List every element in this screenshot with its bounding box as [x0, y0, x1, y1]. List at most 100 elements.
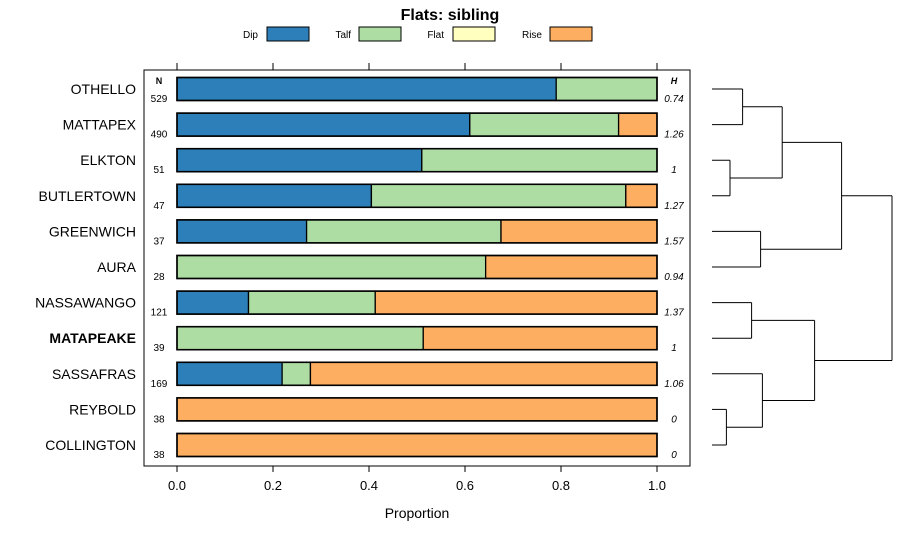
bar-matapeake-talf	[176, 326, 424, 351]
h-value-reybold: 0	[671, 414, 677, 425]
bar-nassawango-rise	[374, 290, 658, 315]
n-value-matapeake: 39	[153, 343, 165, 354]
bar-mattapex-talf	[469, 112, 620, 137]
bar-sassafras-rise	[309, 361, 658, 386]
category-label-othello: OTHELLO	[71, 81, 136, 97]
h-value-sassafras: 1.06	[664, 379, 684, 390]
row-mattapex: MATTAPEX 490 1.26	[63, 112, 684, 141]
bar-othello-dip	[176, 76, 557, 102]
bar-outline-reybold	[176, 397, 658, 422]
bar-collington-rise	[176, 432, 658, 458]
bar-mattapex-rise	[617, 112, 658, 137]
h-value-nassawango: 1.37	[664, 308, 684, 319]
n-value-sassafras: 169	[151, 379, 168, 390]
row-othello: OTHELLO 529 0.74	[71, 76, 684, 105]
category-label-elkton: ELKTON	[80, 152, 136, 168]
n-value-elkton: 51	[153, 165, 165, 176]
bar-sassafras-dip	[176, 361, 283, 386]
category-label-mattapex: MATTAPEX	[63, 117, 137, 133]
bar-outline-othello	[176, 76, 658, 102]
n-value-butlertown: 47	[153, 201, 165, 212]
legend-swatch-flat	[452, 26, 496, 42]
n-column-header: N	[156, 76, 163, 86]
panel-frame	[143, 69, 691, 467]
legend-label-dip: Dip	[243, 30, 258, 41]
bar-outline-nassawango	[176, 290, 658, 315]
x-axis: 0.0 0.2 0.4 0.6 0.8 1.0	[168, 63, 666, 493]
n-value-mattapex: 490	[151, 130, 168, 141]
bar-aura-talf	[176, 254, 487, 280]
h-value-elkton: 1	[671, 165, 677, 176]
category-label-reybold: REYBOLD	[69, 401, 136, 417]
bar-outline-butlertown	[176, 183, 658, 209]
bar-mattapex-dip	[176, 112, 471, 137]
dendrogram	[712, 88, 893, 446]
bar-outline-aura	[176, 254, 658, 280]
legend-swatch-dip	[266, 26, 310, 42]
bar-nassawango-dip	[176, 290, 250, 315]
category-label-collington: COLLINGTON	[45, 437, 136, 453]
x-tick-label-3: 0.6	[456, 478, 474, 493]
bar-elkton-talf	[421, 148, 658, 173]
n-value-nassawango: 121	[151, 308, 168, 319]
bar-outline-greenwich	[176, 219, 658, 244]
bar-greenwich-rise	[500, 219, 658, 244]
row-reybold: REYBOLD 38 0	[69, 397, 677, 425]
x-tick-label-4: 0.8	[552, 478, 570, 493]
row-matapeake: MATAPEAKE 39 1	[49, 325, 677, 354]
n-value-othello: 529	[151, 94, 168, 105]
row-collington: COLLINGTON 38 0	[45, 432, 677, 461]
x-tick-label-1: 0.2	[264, 478, 282, 493]
row-butlertown: BUTLERTOWN 47 1.27	[39, 183, 684, 212]
category-label-butlertown: BUTLERTOWN	[39, 188, 137, 204]
category-label-nassawango: NASSAWANGO	[35, 295, 136, 311]
bar-reybold-rise	[176, 397, 658, 422]
n-value-greenwich: 37	[153, 236, 165, 247]
x-tick-label-5: 1.0	[648, 478, 666, 493]
category-label-sassafras: SASSAFRAS	[52, 366, 136, 382]
bar-matapeake-rise	[422, 326, 658, 351]
x-tick-label-0: 0.0	[168, 478, 186, 493]
bar-greenwich-dip	[176, 219, 308, 244]
bar-aura-rise	[484, 254, 658, 280]
bar-nassawango-talf	[247, 290, 376, 315]
bar-outline-matapeake	[176, 325, 658, 351]
bar-elkton-dip	[176, 148, 423, 173]
row-greenwich: GREENWICH 37 1.57	[49, 219, 684, 247]
category-label-aura: AURA	[97, 259, 137, 275]
legend-label-rise: Rise	[522, 30, 542, 41]
x-axis-label: Proportion	[385, 505, 450, 521]
row-sassafras: SASSAFRAS 169 1.06	[52, 361, 684, 390]
bar-othello-talf	[555, 76, 658, 102]
h-value-collington: 0	[671, 450, 677, 461]
legend-label-flat: Flat	[427, 30, 444, 41]
h-value-aura: 0.94	[664, 272, 684, 283]
row-nassawango: NASSAWANGO 121 1.37	[35, 290, 684, 319]
x-tick-label-2: 0.4	[360, 478, 378, 493]
legend-label-talf: Talf	[335, 30, 351, 41]
row-elkton: ELKTON 51 1	[80, 147, 677, 176]
h-value-othello: 0.74	[664, 94, 684, 105]
bar-greenwich-talf	[305, 219, 502, 244]
legend: Dip Talf Flat Rise	[243, 26, 593, 42]
h-value-greenwich: 1.57	[664, 236, 684, 247]
n-value-reybold: 38	[153, 414, 165, 425]
h-value-mattapex: 1.26	[664, 130, 684, 141]
bar-butlertown-rise	[625, 183, 658, 208]
legend-swatch-rise	[549, 26, 593, 42]
h-value-matapeake: 1	[671, 343, 677, 354]
bar-outline-mattapex	[176, 112, 658, 137]
bar-butlertown-talf	[370, 183, 627, 208]
row-aura: AURA 28 0.94	[97, 254, 684, 283]
legend-swatch-talf	[358, 26, 402, 42]
bar-outline-sassafras	[176, 361, 658, 387]
h-column-header: H	[671, 76, 678, 86]
chart-title: Flats: sibling	[401, 7, 500, 24]
bar-outline-elkton	[176, 147, 658, 173]
bar-outline-collington	[176, 432, 658, 458]
h-value-butlertown: 1.27	[664, 201, 684, 212]
bar-sassafras-talf	[281, 361, 312, 386]
bar-rows: OTHELLO 529 0.74 MATTAPEX 490 1.26 ELKTON 51 1 BU…	[35, 76, 684, 461]
